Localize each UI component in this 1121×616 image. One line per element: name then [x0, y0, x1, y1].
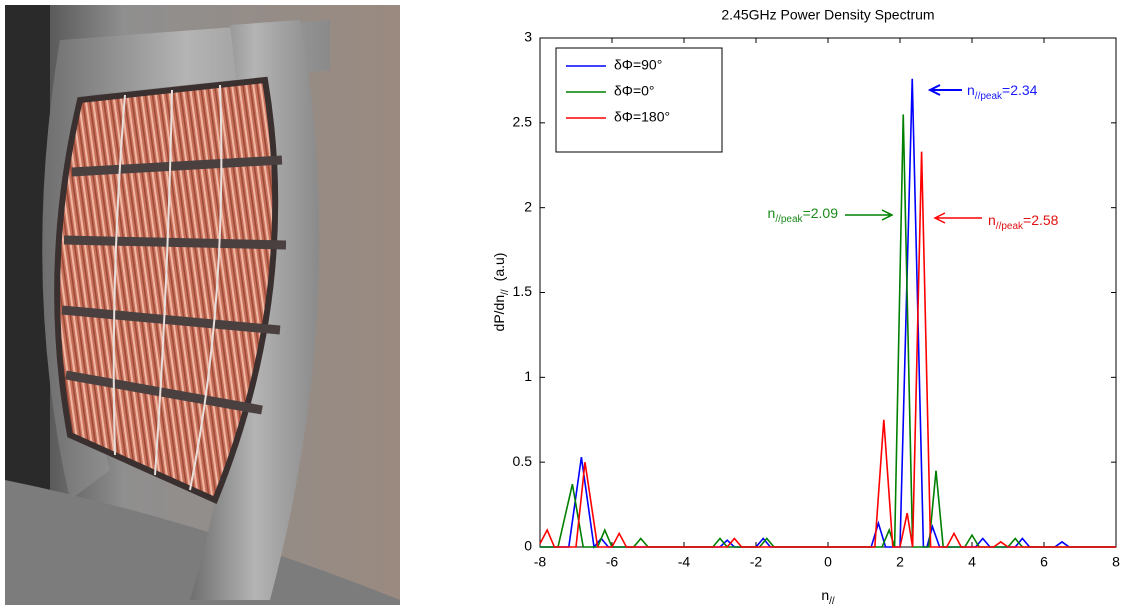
annotation-text: n//peak=2.58 — [988, 212, 1059, 232]
x-tick-label: 6 — [1040, 554, 1048, 570]
legend: δΦ=90° δΦ=0° δΦ=180° — [555, 47, 723, 153]
photo — [5, 5, 400, 605]
annotation-arrow — [927, 84, 962, 96]
annotation-text: n//peak=2.34 — [967, 82, 1038, 102]
y-axis-label: dP/dn// (a.u) — [491, 253, 511, 332]
annotation: n//peak=2.58 — [933, 212, 1059, 232]
x-tick-label: 0 — [824, 554, 832, 570]
annotation-arrow — [933, 212, 982, 224]
photo-floor — [5, 480, 400, 605]
annotation-value: =2.58 — [1023, 212, 1059, 228]
x-tick-label: -2 — [750, 554, 763, 570]
y-tick-label: 2 — [524, 198, 532, 214]
x-tick-label: -8 — [534, 554, 547, 570]
legend-label: δΦ=0° — [614, 83, 655, 99]
annotation-text: n//peak=2.09 — [768, 205, 839, 225]
annotation-sub: //peak — [775, 214, 803, 225]
plot: -8 -6 -4 -2 0 2 4 6 800.511.522.53δΦ=90°δΦ=0°δΦ=… — [513, 29, 1121, 570]
annotation: n//peak=2.34 — [927, 82, 1038, 102]
y-axis-label-base: dP/dn — [491, 295, 507, 332]
annotation-sub: //peak — [975, 91, 1003, 102]
panel-bars — [61, 155, 287, 415]
x-tick-label: -4 — [678, 554, 691, 570]
y-axis-label-sub: // — [500, 289, 511, 295]
annotation-value: =2.34 — [1002, 82, 1038, 98]
y-tick-label: 2.5 — [513, 114, 533, 130]
annotation-sub: //peak — [996, 221, 1024, 232]
x-axis-label-sub: // — [829, 596, 835, 607]
annotation-base: n — [967, 82, 975, 98]
y-tick-label: 0.5 — [513, 453, 533, 469]
x-axis-label-base: n — [821, 587, 829, 603]
panel-dividers — [112, 84, 223, 491]
annotation-value: =2.09 — [803, 205, 839, 221]
annotation-base: n — [988, 212, 996, 228]
annotation-base: n — [768, 205, 776, 221]
y-tick-label: 1 — [524, 368, 532, 384]
annotation-arrow — [845, 209, 894, 221]
x-tick-label: 8 — [1112, 554, 1120, 570]
legend-label: δΦ=180° — [614, 109, 670, 125]
y-tick-label: 1.5 — [513, 283, 533, 299]
x-tick-label: 4 — [968, 554, 976, 570]
x-axis-label: n// — [821, 587, 835, 607]
y-tick-label: 3 — [524, 29, 532, 45]
annotation: n//peak=2.09 — [768, 205, 894, 225]
x-tick-label: -6 — [606, 554, 619, 570]
chart-title: 2.45GHz Power Density Spectrum — [721, 7, 934, 23]
x-tick-label: 2 — [896, 554, 904, 570]
y-tick-label: 0 — [524, 538, 532, 554]
legend-label: δΦ=90° — [614, 57, 662, 73]
line-series — [539, 151, 1116, 548]
y-axis-label-suffix: (a.u) — [491, 253, 507, 282]
